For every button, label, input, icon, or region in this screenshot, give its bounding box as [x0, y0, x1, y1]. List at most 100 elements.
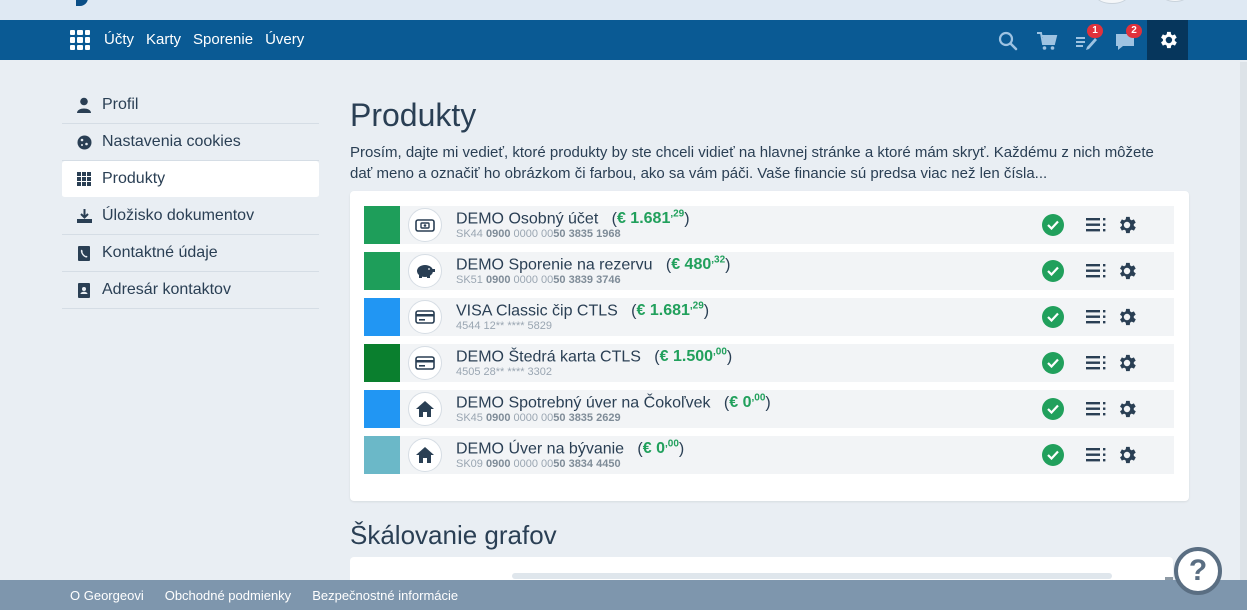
profile-menu[interactable] — [1162, 0, 1188, 2]
product-name-text: VISA Classic čip CTLS — [456, 302, 618, 320]
sidebar-item-documents[interactable]: Úložisko dokumentov — [62, 198, 319, 235]
visible-check-icon[interactable] — [1042, 214, 1064, 236]
messages-icon[interactable]: 2 — [1114, 24, 1142, 52]
footer-link-about[interactable]: O Georgeovi — [70, 587, 144, 603]
top-strip — [0, 0, 1247, 20]
nav-item-savings[interactable]: Sporenie — [193, 31, 254, 48]
visible-check-icon[interactable] — [1042, 352, 1064, 374]
footer-link-terms[interactable]: Obchodné podmienky — [164, 587, 292, 603]
product-name: DEMO Sporenie na rezervu (€ 480,32) — [456, 255, 731, 274]
nav-item-accounts[interactable]: Účty — [104, 31, 134, 48]
gear-icon — [1160, 31, 1177, 49]
apps-grid-icon[interactable] — [70, 30, 90, 50]
nav-links: Účty Karty Sporenie Úvery — [104, 31, 304, 48]
gear-icon[interactable] — [1116, 260, 1138, 282]
reorder-list-icon[interactable] — [1086, 216, 1108, 234]
reorder-list-icon[interactable] — [1086, 400, 1108, 418]
product-color-swatch[interactable] — [364, 390, 400, 428]
help-icon: ? — [1188, 554, 1208, 587]
product-name: DEMO Osobný účet (€ 1.681,29) — [456, 209, 690, 228]
gear-icon[interactable] — [1116, 444, 1138, 466]
cookie-icon — [76, 134, 92, 150]
product-row[interactable]: DEMO Osobný účet (€ 1.681,29) SK44 0900 0… — [364, 206, 1174, 244]
product-color-swatch[interactable] — [364, 436, 400, 474]
user-icon — [76, 97, 92, 113]
footer-link-security[interactable]: Bezpečnostné informácie — [312, 587, 459, 603]
product-color-swatch[interactable] — [364, 252, 400, 290]
card-icon[interactable] — [408, 346, 442, 380]
visible-check-icon[interactable] — [1042, 306, 1064, 328]
product-name-text: DEMO Štedrá karta CTLS — [456, 348, 641, 366]
cart-icon[interactable] — [1036, 30, 1058, 52]
nav-item-cards[interactable]: Karty — [146, 31, 182, 48]
sidebar-item-products[interactable]: Produkty — [62, 161, 319, 198]
product-row[interactable]: VISA Classic čip CTLS (€ 1.681,29) 4544 1… — [364, 298, 1174, 336]
product-balance: € 0,00 — [729, 393, 766, 412]
product-name-text: DEMO Osobný účet — [456, 210, 599, 228]
product-name: VISA Classic čip CTLS (€ 1.681,29) — [456, 301, 710, 320]
product-color-swatch[interactable] — [364, 344, 400, 382]
contact-book-icon — [76, 245, 92, 261]
product-name-text: DEMO Úver na bývanie — [456, 440, 625, 458]
grid-icon — [76, 171, 92, 187]
piggy-bank-icon[interactable] — [408, 254, 442, 288]
sidebar-item-contact-info[interactable]: Kontaktné údaje — [62, 235, 319, 272]
page-title: Produkty — [350, 97, 477, 133]
sidebar-item-label: Profil — [102, 96, 139, 113]
sidebar-item-address-book[interactable]: Adresár kontaktov — [62, 272, 319, 309]
product-name: DEMO Úver na bývanie (€ 0,00) — [456, 439, 685, 458]
sidebar-item-label: Adresár kontaktov — [102, 281, 231, 298]
product-name: DEMO Štedrá karta CTLS (€ 1.500,00) — [456, 347, 733, 366]
logo[interactable] — [76, 0, 88, 6]
gear-icon[interactable] — [1116, 306, 1138, 328]
reorder-list-icon[interactable] — [1086, 262, 1108, 280]
search-icon[interactable] — [997, 30, 1019, 52]
reorder-list-icon[interactable] — [1086, 308, 1108, 326]
avatar[interactable] — [1096, 0, 1128, 4]
product-color-swatch[interactable] — [364, 206, 400, 244]
navbar: Účty Karty Sporenie Úvery 1 2 — [0, 20, 1247, 60]
visible-check-icon[interactable] — [1042, 444, 1064, 466]
product-balance: € 1.500,00 — [659, 347, 727, 366]
product-name: DEMO Spotrebný úver na Čokoľvek (€ 0,00) — [456, 393, 771, 412]
product-row[interactable]: DEMO Sporenie na rezervu (€ 480,32) SK51 … — [364, 252, 1174, 290]
product-row[interactable]: DEMO Spotrebný úver na Čokoľvek (€ 0,00)… — [364, 390, 1174, 428]
reorder-list-icon[interactable] — [1086, 446, 1108, 464]
help-button[interactable]: ? — [1174, 547, 1222, 595]
visible-check-icon[interactable] — [1042, 398, 1064, 420]
section-title-chart-scaling: Škálovanie grafov — [350, 520, 557, 550]
product-balance: € 1.681,29 — [616, 209, 685, 228]
download-icon — [76, 208, 92, 224]
intro-text: Prosím, dajte mi vedieť, ktoré produkty … — [350, 144, 1154, 182]
products-card: DEMO Osobný účet (€ 1.681,29) SK44 0900 0… — [350, 191, 1189, 501]
product-row[interactable]: DEMO Štedrá karta CTLS (€ 1.500,00) 4505 … — [364, 344, 1174, 382]
product-account-number: 4505 28** **** 3302 — [456, 366, 553, 378]
sidebar-item-profile[interactable]: Profil — [62, 87, 319, 124]
gear-icon[interactable] — [1116, 398, 1138, 420]
address-book-icon — [76, 282, 92, 298]
product-account-number: 4544 12** **** 5829 — [456, 320, 553, 332]
house-icon[interactable] — [408, 438, 442, 472]
faded-text — [512, 573, 1112, 579]
product-account-number: SK44 0900 0000 0050 3835 1968 — [456, 228, 621, 240]
nav-item-loans[interactable]: Úvery — [265, 31, 305, 48]
sidebar-item-label: Nastavenia cookies — [102, 133, 241, 150]
product-name-text: DEMO Sporenie na rezervu — [456, 256, 653, 274]
product-balance: € 480,32 — [671, 255, 726, 274]
page-scrollbar[interactable] — [1240, 62, 1247, 580]
house-icon[interactable] — [408, 392, 442, 426]
gear-icon[interactable] — [1116, 352, 1138, 374]
wallet-icon[interactable] — [408, 208, 442, 242]
reorder-list-icon[interactable] — [1086, 354, 1108, 372]
product-balance: € 1.681,29 — [636, 301, 704, 320]
product-row[interactable]: DEMO Úver na bývanie (€ 0,00) SK09 0900 0… — [364, 436, 1174, 474]
card-icon[interactable] — [408, 300, 442, 334]
sidebar-item-cookies[interactable]: Nastavenia cookies — [62, 124, 319, 161]
visible-check-icon[interactable] — [1042, 260, 1064, 282]
sidebar-item-label: Úložisko dokumentov — [102, 207, 255, 224]
notes-icon[interactable]: 1 — [1075, 24, 1103, 52]
gear-icon[interactable] — [1116, 214, 1138, 236]
settings-button[interactable] — [1147, 20, 1188, 60]
product-color-swatch[interactable] — [364, 298, 400, 336]
product-name-text: DEMO Spotrebný úver na Čokoľvek — [456, 394, 711, 412]
